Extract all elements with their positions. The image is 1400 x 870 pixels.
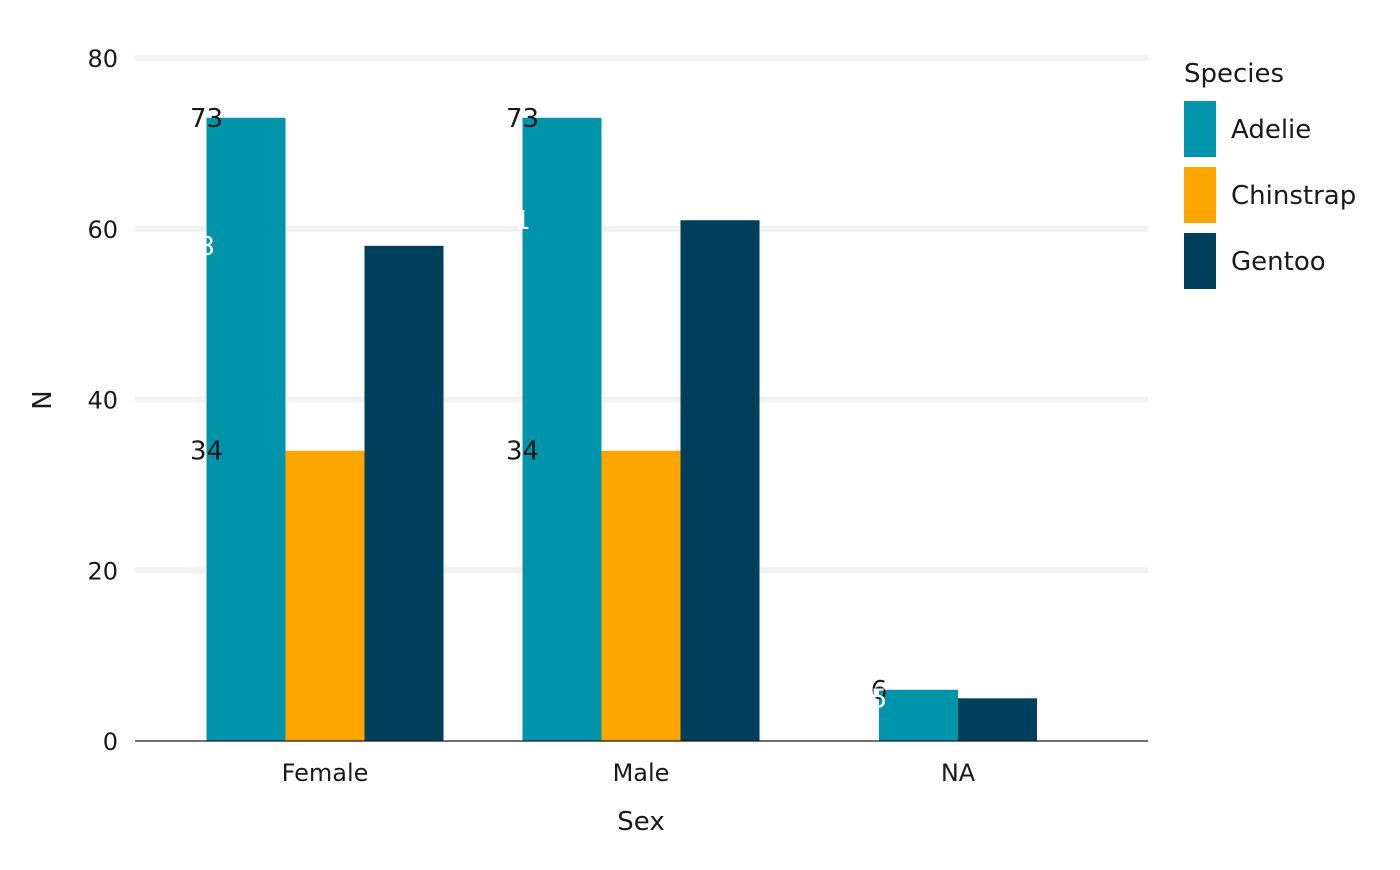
data-label: 1 — [514, 206, 531, 236]
legend-label: Gentoo — [1231, 247, 1326, 277]
legend-swatch — [1184, 233, 1216, 289]
bar-adelie-male — [522, 117, 602, 741]
data-label: 5 — [871, 684, 888, 714]
bar-gentoo-male — [680, 220, 760, 741]
legend-swatch — [1184, 101, 1216, 157]
data-label: 34 — [190, 437, 223, 467]
bar-chinstrap-female — [285, 450, 365, 741]
x-tick-label: Male — [613, 759, 670, 787]
axes: 0 20 40 60 80 Female Male NA — [87, 45, 1148, 787]
y-tick-label: 60 — [87, 216, 118, 244]
x-tick-label: Female — [282, 759, 369, 787]
legend-swatch — [1184, 167, 1216, 223]
bars — [206, 117, 1037, 741]
y-tick-label: 0 — [103, 728, 118, 756]
bar-adelie-female — [206, 117, 286, 741]
data-label: 8 — [198, 232, 215, 262]
y-tick-label: 80 — [87, 45, 118, 73]
data-label: 34 — [506, 437, 539, 467]
legend-label: Chinstrap — [1231, 181, 1356, 211]
data-labels: 73 8 34 73 1 34 65 — [190, 104, 887, 715]
legend-items: Adelie Chinstrap Gentoo — [1184, 101, 1356, 289]
bar-gentoo-female — [364, 245, 444, 741]
y-tick-label: 20 — [87, 557, 118, 585]
legend: Species Adelie Chinstrap Gentoo — [1184, 59, 1356, 289]
data-label: 73 — [506, 104, 539, 134]
x-tick-label: NA — [941, 759, 976, 787]
bar-gentoo-na — [958, 698, 1037, 741]
legend-label: Adelie — [1231, 115, 1311, 145]
x-axis-title: Sex — [617, 807, 664, 837]
data-label: 73 — [190, 104, 223, 134]
y-tick-label: 40 — [87, 387, 118, 415]
bar-chinstrap-male — [601, 450, 681, 741]
legend-title: Species — [1184, 59, 1284, 89]
bar-adelie-na — [879, 689, 958, 741]
data-label: 6 — [871, 676, 888, 706]
y-axis-title: N — [28, 390, 58, 409]
